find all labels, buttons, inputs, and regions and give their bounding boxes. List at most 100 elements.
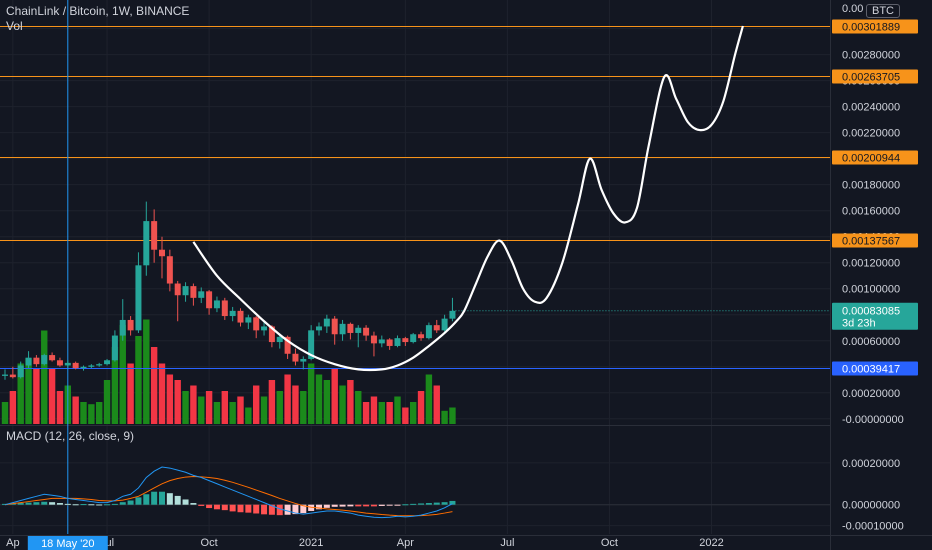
- candle-body: [394, 338, 401, 346]
- candle-body: [331, 318, 338, 335]
- price-tick-label: 0.00220000: [842, 128, 900, 140]
- price-tick-label: 0.00100000: [842, 284, 900, 296]
- macd-histogram-bar: [166, 493, 173, 505]
- volume-bar: [315, 374, 323, 424]
- candle-body: [402, 338, 409, 343]
- candle-body: [33, 357, 40, 365]
- macd-histogram-bar: [237, 504, 244, 513]
- volume-bar: [402, 407, 409, 424]
- volume-bar: [229, 402, 236, 424]
- macd-histogram-bar: [370, 504, 377, 507]
- volume-bar: [417, 391, 425, 424]
- time-tick-label: 2021: [299, 537, 323, 549]
- macd-histogram-bar: [245, 504, 252, 513]
- last-price-label: 0.00083085: [842, 306, 900, 318]
- volume-bar: [394, 396, 401, 424]
- crosshair-date-label: 18 May '20: [41, 538, 94, 550]
- volume-bar: [1, 402, 9, 424]
- volume-bar: [182, 391, 189, 424]
- horizontal-levels[interactable]: [0, 26, 830, 369]
- price-tick-label: 0.00280000: [842, 50, 900, 62]
- resistance-level-label: 0.00263705: [842, 72, 900, 84]
- macd-histogram-bar: [17, 503, 24, 505]
- volume-bar: [347, 380, 354, 424]
- currency-unit-badge[interactable]: BTC: [866, 4, 900, 18]
- projection-curve[interactable]: [192, 25, 744, 372]
- macd-histogram-bar: [449, 500, 456, 505]
- candle-body: [292, 353, 299, 362]
- candle-body: [347, 323, 354, 333]
- volume-bar: [245, 407, 252, 424]
- support-level-label-bg: [832, 361, 918, 376]
- macd-histogram-bar: [363, 504, 370, 507]
- candle-body: [174, 283, 181, 296]
- volume-bar: [276, 391, 283, 424]
- time-axis[interactable]: ApJulOct2021AprJulOct202218 May '20: [0, 535, 932, 550]
- volume-bar: [9, 391, 17, 424]
- candle-body: [135, 265, 142, 331]
- candle-body: [433, 325, 440, 331]
- macd-histogram-bar: [119, 502, 126, 505]
- macd-histogram-bar: [198, 504, 205, 506]
- candle-body: [49, 355, 56, 361]
- volume-bar: [433, 385, 440, 424]
- macd-histogram-bar: [41, 501, 48, 505]
- volume-bar: [237, 396, 244, 424]
- volume-bar: [25, 358, 32, 424]
- volume-bar: [284, 374, 291, 424]
- macd-histogram-bar: [213, 504, 220, 510]
- macd-histogram-bar: [151, 491, 158, 505]
- candle-body: [127, 319, 134, 331]
- candle-body: [9, 374, 16, 378]
- volume-bar: [198, 396, 205, 424]
- candle-body: [56, 360, 63, 366]
- macd-histogram-bar: [433, 502, 440, 505]
- candle-body: [284, 336, 291, 354]
- candle-body: [104, 360, 111, 365]
- volume-bar: [355, 391, 362, 424]
- macd-histogram-bar: [88, 504, 95, 506]
- candle-body: [308, 330, 315, 359]
- volume-bar: [80, 402, 87, 424]
- volume-label: Vol: [6, 19, 23, 33]
- macd-histogram-bar: [159, 491, 165, 505]
- candle-body: [190, 286, 197, 298]
- candle-body: [418, 334, 425, 339]
- macd-tick-label: -0.00010000: [842, 521, 904, 533]
- volume-bar: [48, 369, 56, 424]
- candle-body: [300, 358, 307, 362]
- candle-body: [386, 339, 393, 346]
- candle-body: [72, 362, 79, 369]
- candle-body: [229, 310, 236, 317]
- candle-body: [237, 310, 244, 323]
- volume-bar: [386, 402, 393, 424]
- macd-histogram-bar: [25, 502, 32, 505]
- candle-body: [449, 310, 456, 319]
- candle-body: [159, 249, 165, 257]
- volume-bar: [449, 407, 456, 424]
- volume-bar: [88, 404, 95, 424]
- resistance-level-label-bg: [832, 69, 918, 84]
- volume-bar: [260, 396, 268, 424]
- candle-body: [441, 318, 448, 331]
- price-axis[interactable]: 0.002800000.002600000.002400000.00220000…: [830, 0, 932, 550]
- volume-bar: [56, 391, 64, 424]
- macd-histogram-bar: [355, 504, 362, 507]
- volume-bar: [268, 380, 276, 424]
- macd-histogram-bar: [253, 504, 260, 514]
- candle-body: [221, 300, 228, 317]
- candle-body: [25, 357, 32, 366]
- time-tick-label: 2022: [699, 537, 723, 549]
- volume-bar: [300, 391, 307, 424]
- volume-bar: [111, 347, 119, 424]
- resistance-level-label: 0.00200944: [842, 153, 900, 165]
- volume-bar: [362, 402, 370, 424]
- price-axis-bg: [830, 0, 932, 550]
- resistance-level-label: 0.00301889: [842, 22, 900, 34]
- macd-signal-line: [4, 475, 453, 517]
- volume-bar: [410, 402, 417, 424]
- macd-histogram-bar: [182, 499, 189, 505]
- candle-body: [64, 362, 71, 366]
